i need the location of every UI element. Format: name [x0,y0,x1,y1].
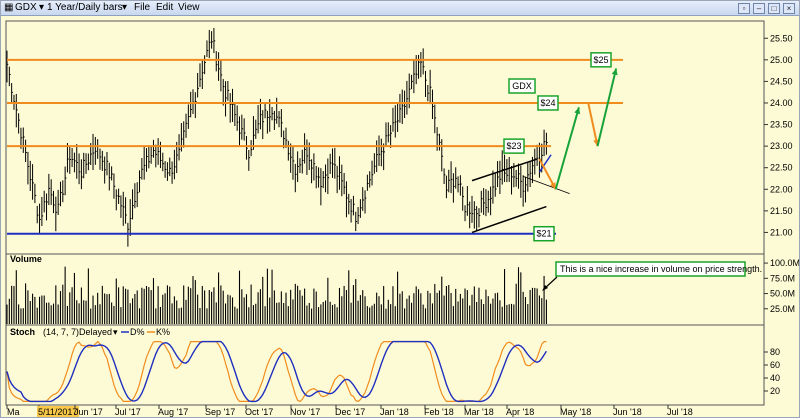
price-tick-label: 23.00 [770,141,793,151]
date-tick-label: Jul '18 [667,407,693,417]
projection-arrowhead [574,107,581,115]
projection-arrows [538,68,618,190]
volume-axis: 100.0M 75.0M 50.0M 25.0M [764,258,799,314]
menu-view[interactable]: View [178,2,200,13]
window-titlebar: ▦ GDX ▾ 1 Year/Daily bars ▾ File Edit Vi… [1,1,799,16]
date-tick-label: Jun '18 [613,407,642,417]
level-label-box [503,138,525,154]
period-label[interactable]: 1 Year/Daily bars [47,2,123,13]
volume-tick-label: 25.0M [770,304,795,314]
maximize-icon[interactable]: □ [768,3,780,14]
symbol-annotation-box [508,78,536,94]
projection-segment [554,107,580,190]
close-icon[interactable]: × [783,3,795,14]
volume-annotation-box [555,261,746,277]
date-tick-label: Nov '17 [290,407,320,417]
symbol-annotation: GDX [512,81,532,91]
date-tick-label: Jan '18 [380,407,409,417]
date-tick-label: Feb '18 [424,407,454,417]
stoch-panel [5,324,765,406]
level-label: $25 [593,55,608,65]
price-tick-label: 23.50 [770,120,793,130]
level-label: $21 [536,229,551,239]
stoch-lines [6,340,547,403]
date-cursor-box [37,406,79,417]
restore-icon[interactable]: ▫ [738,3,750,14]
date-tick-label: Apr '18 [506,407,534,417]
d-line [6,340,547,403]
date-tick-label: May '18 [560,407,591,417]
chevron-down-icon[interactable]: ▾ [122,2,128,13]
k-line [6,340,547,403]
channel-lines [471,154,570,234]
price-tick-label: 22.00 [770,184,793,194]
price-tick-label: 24.50 [770,76,793,86]
price-tick-label: 25.50 [770,33,793,43]
menu-edit[interactable]: Edit [156,2,174,13]
stoch-tick-label: 20 [770,386,780,396]
price-tick-label: 21.50 [770,206,793,216]
stoch-tick-label: 60 [770,360,780,370]
k-legend: K% [156,327,170,337]
app-icon[interactable]: ▦ [4,2,14,13]
level-label-box [537,95,559,111]
date-tick-label: Jun '17 [74,407,103,417]
minimize-icon[interactable]: – [753,3,765,14]
symbol-label[interactable]: GDX [15,2,37,13]
projection-arrowhead [550,182,556,190]
date-tick-label: Jul '17 [115,407,141,417]
volume-label: Volume [10,254,42,264]
horizontal-levels: $25 $24 $23 $21 [7,52,623,242]
stoch-label: Stoch [10,327,35,337]
projection-segment [587,102,599,147]
price-tick-label: 22.50 [770,163,793,173]
date-tick-label: Oct '17 [245,407,273,417]
stoch-params: (14, 7, 7) [43,327,79,337]
price-tick-label: 25.00 [770,55,793,65]
d-legend: D% [130,327,145,337]
level-label: $23 [506,141,521,151]
stoch-mode[interactable]: Delayed [79,327,112,337]
date-tick-label: Ma [7,407,20,417]
menu-file[interactable]: File [134,2,151,13]
date-tick-label: 5/11/2017 [38,407,77,417]
projection-arrowhead [611,68,618,76]
stock-chart: 25.50 25.00 24.50 24.00 23.50 23.00 22.50 22.00… [5,20,799,417]
date-tick-label: Mar '18 [464,407,494,417]
price-tick-label: 21.00 [770,227,793,237]
breakout-line [538,154,552,173]
level-label-box [590,52,612,68]
volume-bars [6,266,547,324]
chevron-down-icon[interactable]: ▾ [113,327,118,337]
stoch-tick-label: 80 [770,347,780,357]
trend-line [523,175,570,194]
price-axis: 25.50 25.00 24.50 24.00 23.50 23.00 22.50 22.00… [764,33,793,237]
stoch-axis: 80 60 40 20 [764,347,780,396]
volume-tick-label: 50.0M [770,289,795,299]
date-tick-label: Aug '17 [158,407,188,417]
stoch-tick-label: 40 [770,373,780,383]
level-label-box [533,225,555,242]
price-tick-label: 24.00 [770,98,793,108]
price-bars [6,27,548,247]
channel-line [471,158,538,182]
channel-line [471,205,547,234]
date-tick-label: Sep '17 [205,407,235,417]
projection-segment [596,68,618,147]
level-label: $24 [540,98,555,108]
volume-annotation: This is a nice increase in volume on pri… [560,264,762,274]
stoch-header: Stoch (14, 7, 7) Delayed ▾ D% K% [10,327,170,337]
volume-tick-label: 100.0M [770,258,799,268]
price-panel [5,20,765,255]
volume-tick-label: 75.0M [770,273,795,283]
chevron-down-icon[interactable]: ▾ [39,2,45,13]
date-tick-label: Dec '17 [335,407,365,417]
